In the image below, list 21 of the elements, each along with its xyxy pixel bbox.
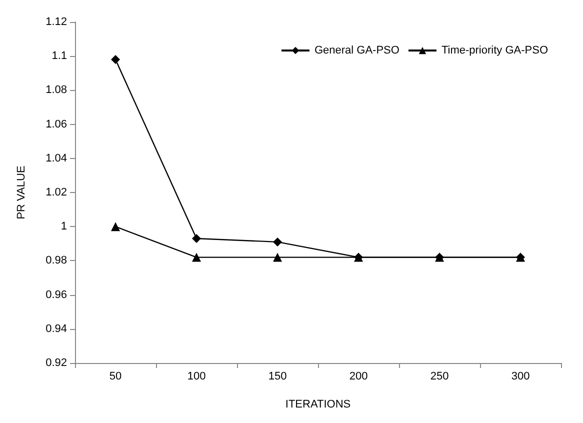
y-axis-title: PR VALUE: [16, 166, 28, 220]
y-tick-label: 1.02: [46, 186, 67, 198]
legend-label: Time-priority GA-PSO: [441, 44, 548, 56]
y-tick-label: 1.06: [46, 118, 67, 130]
y-tick-label: 1.12: [46, 16, 67, 28]
y-tick-label: 0.96: [46, 288, 67, 301]
x-tick-label: 300: [511, 370, 530, 382]
x-tick-label: 100: [187, 370, 206, 382]
y-tick-label: 1: [60, 220, 67, 233]
y-tick-label: 1.08: [46, 84, 67, 96]
x-tick-label: 200: [349, 370, 368, 382]
legend-label: General GA-PSO: [314, 44, 400, 56]
x-tick-label: 50: [109, 370, 122, 382]
y-tick-label: 0.92: [46, 357, 67, 369]
y-tick-label: 1.1: [52, 50, 67, 62]
x-axis-title: ITERATIONS: [285, 398, 351, 410]
y-tick-label: 0.98: [46, 254, 67, 267]
x-tick-label: 150: [268, 370, 287, 382]
y-tick-label: 1.04: [46, 152, 67, 164]
x-tick-label: 250: [430, 370, 449, 382]
y-tick-label: 0.94: [46, 322, 67, 335]
